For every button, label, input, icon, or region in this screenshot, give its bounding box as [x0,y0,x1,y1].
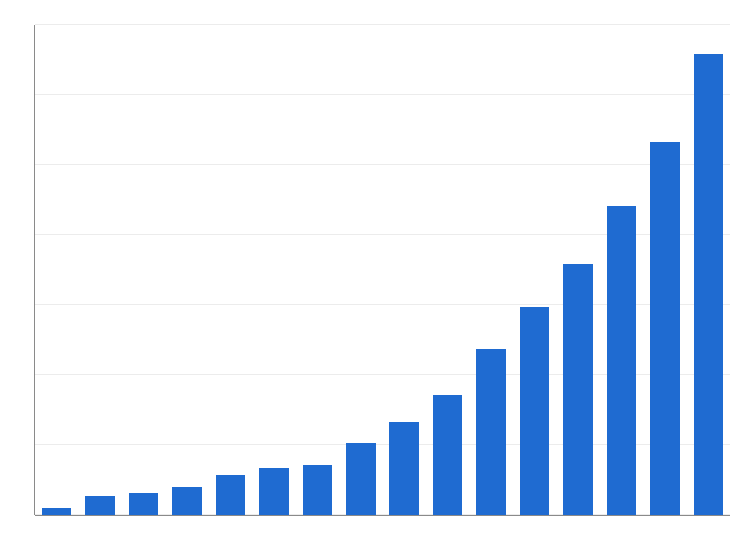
bar-chart [0,0,754,560]
bar-slot [469,25,512,515]
bar-slot [296,25,339,515]
bar-slot [687,25,730,515]
bar [346,443,376,515]
bar-slot [165,25,208,515]
plot-area [35,25,730,515]
bar [216,475,246,515]
x-axis-line [35,515,730,516]
bar [433,395,463,515]
bar-slot [426,25,469,515]
bar-slot [383,25,426,515]
bar-slot [209,25,252,515]
bar [303,465,333,515]
bar [694,54,724,515]
bar-slot [556,25,599,515]
bar [650,142,680,515]
y-axis-line [34,25,35,515]
bars-group [35,25,730,515]
bar [389,422,419,515]
bar [172,487,202,515]
bar [259,468,289,515]
bar-slot [513,25,556,515]
bar-slot [643,25,686,515]
bar-slot [35,25,78,515]
bar [520,307,550,515]
bar-slot [339,25,382,515]
bar [129,493,159,515]
bar [563,264,593,515]
bar-slot [122,25,165,515]
bar-slot [78,25,121,515]
bar-slot [252,25,295,515]
bar [85,496,115,515]
bar [607,206,637,515]
bar [42,508,72,515]
bar-slot [600,25,643,515]
bar [476,349,506,515]
